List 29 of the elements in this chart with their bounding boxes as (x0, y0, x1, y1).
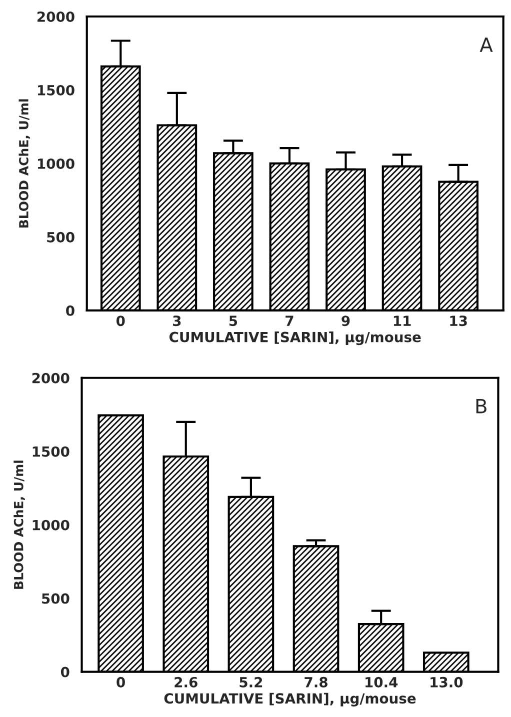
y-tick-label: 0 (60, 666, 70, 678)
y-tick-label: 500 (42, 593, 70, 604)
y-axis-title: BLOOD AChE, U/ml (18, 99, 30, 228)
y-axis-title: BLOOD AChE, U/ml (14, 460, 25, 589)
x-tick-label: 2.6 (174, 676, 198, 688)
x-tick-label: 3 (173, 316, 181, 326)
x-tick-label: 5.2 (240, 676, 262, 688)
y-tick-label: 1000 (38, 158, 74, 169)
x-tick-label: 5 (229, 316, 238, 326)
y-tick-label: 500 (47, 232, 74, 242)
x-tick-label: 0 (116, 676, 125, 688)
y-tick-label: 2000 (32, 372, 70, 384)
x-tick-label: 13 (450, 316, 467, 326)
x-tick-label: 7 (286, 316, 294, 326)
annotation: B (476, 399, 486, 414)
x-tick-label: 7.8 (304, 676, 328, 688)
annotation: A (480, 38, 493, 52)
x-axis-title: CUMULATIVE [SARIN], µg/mouse (169, 332, 421, 346)
y-tick-label: 1000 (32, 520, 70, 530)
y-tick-label: 0 (66, 305, 74, 316)
x-axis-title: CUMULATIVE [SARIN], µg/mouse (164, 692, 416, 706)
x-tick-label: 0 (116, 316, 125, 326)
x-tick-label: 11 (394, 316, 411, 326)
y-tick-label: 1500 (38, 84, 74, 96)
y-tick-label: 2000 (38, 11, 74, 22)
x-tick-label: 9 (342, 316, 350, 326)
x-tick-label: 10.4 (366, 676, 398, 688)
y-tick-label: 1500 (32, 446, 70, 457)
x-tick-label: 13.0 (430, 676, 463, 688)
